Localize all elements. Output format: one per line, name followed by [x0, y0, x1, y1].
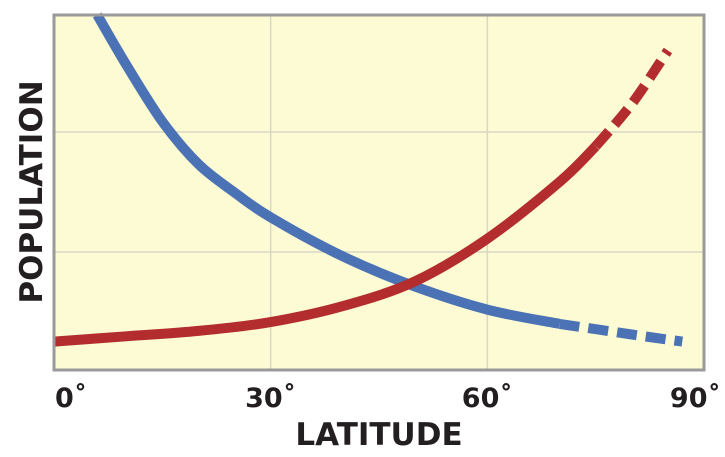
plot-frame	[52, 13, 706, 372]
y-axis-title: POPULATION	[14, 80, 50, 303]
x-tick-label-90: 90˚	[670, 383, 721, 414]
x-tick-labels: 0˚ 30˚ 60˚ 90˚	[55, 383, 721, 414]
series-0-dashed-line	[558, 318, 684, 347]
series-0-solid-line	[92, 12, 561, 329]
x-tick-label-60: 60˚	[462, 383, 513, 414]
series-1-dashed-line	[591, 47, 673, 150]
series-1-solid-line	[53, 142, 600, 347]
x-tick-label-30: 30˚	[245, 383, 296, 414]
x-tick-label-0: 0˚	[55, 383, 87, 414]
plot-background	[54, 15, 704, 370]
x-axis-title: LATITUDE	[295, 417, 462, 453]
series-layer	[53, 12, 684, 347]
